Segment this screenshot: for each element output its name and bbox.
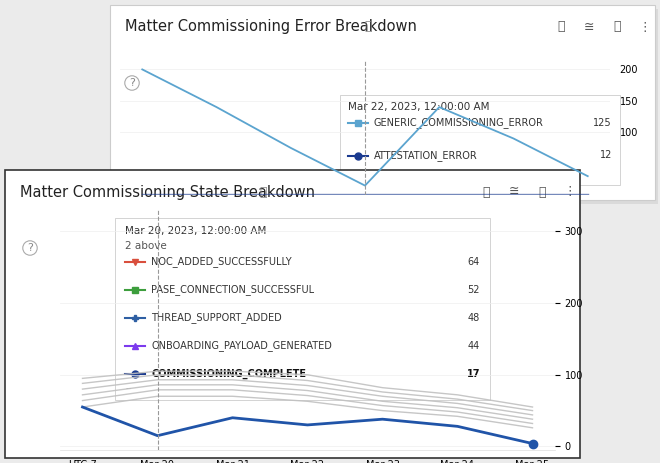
Text: GENERIC_COMMISSIONING_ERROR: GENERIC_COMMISSIONING_ERROR xyxy=(374,118,544,128)
Text: ꟗ: ꟗ xyxy=(259,186,267,199)
Text: –: – xyxy=(125,383,131,393)
FancyBboxPatch shape xyxy=(340,95,620,185)
FancyBboxPatch shape xyxy=(113,9,658,204)
Text: ⛶: ⛶ xyxy=(613,20,621,33)
Text: 🔍: 🔍 xyxy=(557,20,565,33)
Text: 48: 48 xyxy=(468,313,480,323)
Text: 64: 64 xyxy=(468,257,480,267)
Text: COMMISSIONING_COMPLETE: COMMISSIONING_COMPLETE xyxy=(151,369,306,379)
Text: 2 above: 2 above xyxy=(125,241,167,251)
Text: ?: ? xyxy=(129,78,135,88)
Text: ⋮: ⋮ xyxy=(639,20,651,33)
Text: 125: 125 xyxy=(593,118,612,128)
Text: THREAD_SUPPORT_ADDED: THREAD_SUPPORT_ADDED xyxy=(151,313,282,324)
Text: ≅: ≅ xyxy=(509,186,519,199)
Text: Mar 20, 2023, 12:00:00 AM: Mar 20, 2023, 12:00:00 AM xyxy=(125,226,267,236)
Text: Mar 22, 2023, 12:00:00 AM: Mar 22, 2023, 12:00:00 AM xyxy=(348,102,490,112)
Text: 🔍: 🔍 xyxy=(482,186,490,199)
Text: Matter Commissioning Error Breakdown: Matter Commissioning Error Breakdown xyxy=(125,19,417,35)
Text: 52: 52 xyxy=(467,285,480,295)
Text: 44: 44 xyxy=(468,341,480,351)
Text: NOC_ADDED_SUCCESSFULLY: NOC_ADDED_SUCCESSFULLY xyxy=(151,257,292,268)
Text: ATTESTATION_ERROR: ATTESTATION_ERROR xyxy=(374,150,478,161)
FancyBboxPatch shape xyxy=(110,5,655,200)
Text: ONBOARDING_PAYLOAD_GENERATED: ONBOARDING_PAYLOAD_GENERATED xyxy=(151,341,332,351)
Text: Matter Commissioning State Breakdown: Matter Commissioning State Breakdown xyxy=(20,184,315,200)
Text: ?: ? xyxy=(27,243,33,253)
Text: ⛶: ⛶ xyxy=(539,186,546,199)
Text: 12: 12 xyxy=(600,150,612,161)
Text: ⋮: ⋮ xyxy=(564,186,576,199)
FancyBboxPatch shape xyxy=(115,218,490,400)
Text: ꟗ: ꟗ xyxy=(364,20,372,33)
Text: ≅: ≅ xyxy=(583,20,594,33)
Text: 17: 17 xyxy=(467,369,480,379)
Text: PASE_CONNECTION_SUCCESSFUL: PASE_CONNECTION_SUCCESSFUL xyxy=(151,285,314,295)
FancyBboxPatch shape xyxy=(5,170,580,458)
